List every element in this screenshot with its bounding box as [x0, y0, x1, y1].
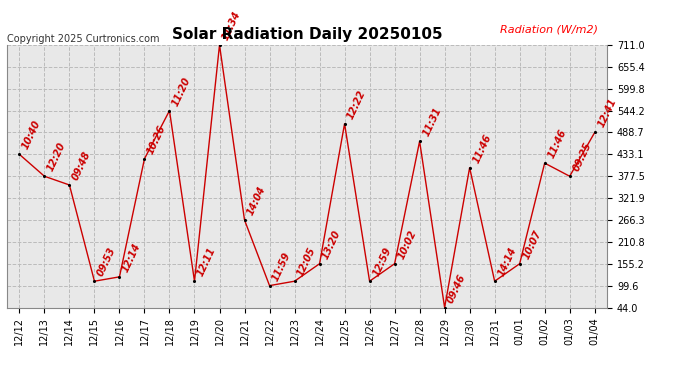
Text: 11:31: 11:31	[421, 106, 443, 138]
Point	[264, 283, 275, 289]
Point	[514, 261, 525, 267]
Text: 10:02: 10:02	[396, 228, 418, 261]
Point	[389, 261, 400, 267]
Point	[439, 304, 450, 310]
Point	[164, 108, 175, 114]
Point	[289, 278, 300, 284]
Point	[414, 138, 425, 144]
Text: 11:46: 11:46	[546, 128, 568, 160]
Point	[339, 121, 350, 127]
Point	[314, 261, 325, 267]
Point	[189, 278, 200, 284]
Text: 12:11: 12:11	[196, 246, 218, 278]
Point	[564, 173, 575, 179]
Text: Radiation (W/m2): Radiation (W/m2)	[500, 24, 598, 34]
Point	[114, 274, 125, 280]
Text: 09:53: 09:53	[96, 246, 118, 278]
Point	[364, 278, 375, 284]
Point	[14, 152, 25, 157]
Text: 12:59: 12:59	[371, 246, 393, 278]
Text: 09:48: 09:48	[70, 150, 92, 182]
Point	[214, 42, 225, 48]
Title: Solar Radiation Daily 20250105: Solar Radiation Daily 20250105	[172, 27, 442, 42]
Text: 12:20: 12:20	[46, 141, 68, 173]
Text: 12:41: 12:41	[596, 97, 618, 129]
Point	[464, 165, 475, 171]
Text: 12:14: 12:14	[121, 242, 143, 274]
Text: 11:34: 11:34	[221, 10, 243, 42]
Text: 13:20: 13:20	[321, 228, 343, 261]
Point	[239, 217, 250, 223]
Point	[589, 129, 600, 135]
Text: 11:46: 11:46	[471, 132, 493, 165]
Point	[539, 160, 550, 166]
Point	[139, 156, 150, 162]
Text: 14:04: 14:04	[246, 184, 268, 217]
Text: Copyright 2025 Curtronics.com: Copyright 2025 Curtronics.com	[7, 34, 159, 44]
Text: 10:40: 10:40	[21, 119, 43, 151]
Text: 11:20: 11:20	[170, 75, 193, 108]
Point	[89, 278, 100, 284]
Text: 12:22: 12:22	[346, 88, 368, 121]
Text: 10:07: 10:07	[521, 228, 543, 261]
Point	[489, 278, 500, 284]
Text: 14:14: 14:14	[496, 246, 518, 278]
Text: 09:25: 09:25	[571, 141, 593, 173]
Text: 12:05: 12:05	[296, 246, 318, 278]
Text: 10:26: 10:26	[146, 123, 168, 156]
Point	[64, 182, 75, 188]
Text: 11:59: 11:59	[270, 250, 293, 282]
Point	[39, 173, 50, 179]
Text: 09:46: 09:46	[446, 272, 468, 304]
